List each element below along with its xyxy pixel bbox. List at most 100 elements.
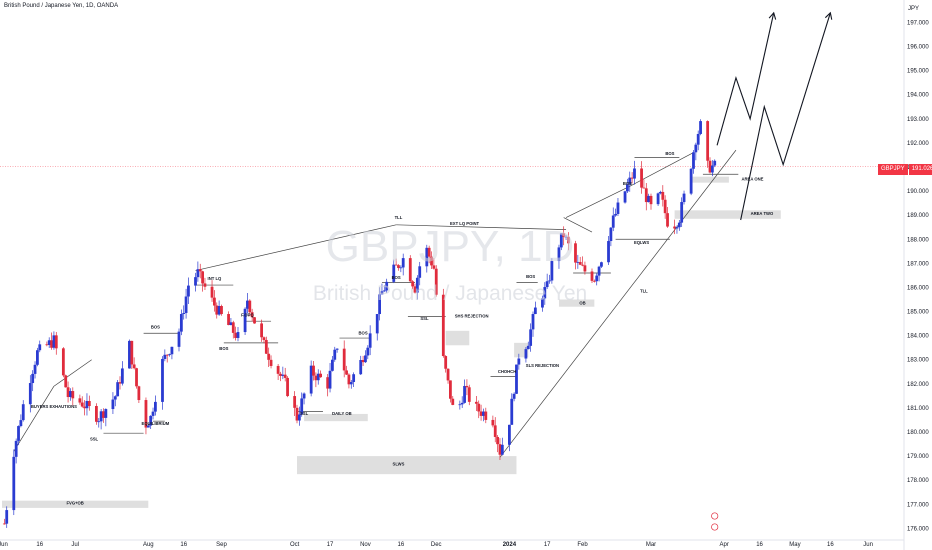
candle-body[interactable] (250, 312, 254, 318)
candle-body[interactable] (642, 187, 646, 189)
candle-body[interactable] (496, 436, 499, 445)
candle-body[interactable] (491, 419, 495, 426)
candle-body[interactable] (408, 258, 412, 282)
candle-body[interactable] (50, 340, 53, 348)
candle-body[interactable] (295, 407, 299, 421)
candle-body[interactable] (432, 265, 436, 269)
candles-layer[interactable] (2, 119, 717, 528)
candle-body[interactable] (397, 265, 400, 268)
candle-body[interactable] (217, 306, 221, 315)
candle-body[interactable] (149, 415, 153, 426)
candle-body[interactable] (465, 385, 469, 388)
candle-body[interactable] (293, 396, 297, 408)
event-marker-icon[interactable] (711, 523, 719, 531)
candle-body[interactable] (590, 271, 594, 281)
candle-body[interactable] (689, 168, 693, 194)
candle-body[interactable] (128, 340, 131, 369)
candle-body[interactable] (331, 359, 334, 371)
candle-body[interactable] (394, 264, 398, 266)
candle-body[interactable] (71, 391, 75, 399)
zone-box[interactable] (674, 210, 781, 219)
candle-body[interactable] (269, 359, 273, 366)
candle-body[interactable] (21, 404, 25, 421)
candle-body[interactable] (581, 264, 584, 266)
candle-body[interactable] (264, 339, 268, 354)
candle-body[interactable] (477, 403, 481, 412)
candle-body[interactable] (80, 402, 84, 407)
candle-body[interactable] (248, 300, 252, 313)
symbol-title[interactable]: British Pound / Japanese Yen, 1D, OANDA (4, 3, 119, 9)
candle-body[interactable] (137, 386, 141, 401)
candle-body[interactable] (170, 346, 174, 355)
candle-body[interactable] (673, 226, 676, 229)
candle-body[interactable] (85, 401, 89, 409)
candle-body[interactable] (644, 188, 648, 203)
candle-body[interactable] (19, 420, 23, 427)
candle-body[interactable] (531, 314, 535, 330)
zone-box[interactable] (691, 176, 729, 183)
candle-body[interactable] (260, 323, 263, 338)
candle-body[interactable] (54, 335, 58, 349)
candle-body[interactable] (543, 287, 547, 299)
candle-body[interactable] (526, 345, 530, 350)
candle-body[interactable] (399, 267, 403, 269)
candle-body[interactable] (493, 425, 497, 437)
drawing-line[interactable] (13, 386, 55, 452)
candle-body[interactable] (434, 268, 438, 295)
candle-body[interactable] (2, 523, 6, 525)
candle-body[interactable] (364, 355, 367, 363)
candle-body[interactable] (633, 168, 636, 179)
candle-body[interactable] (382, 290, 386, 292)
candle-body[interactable] (146, 425, 150, 428)
candle-body[interactable] (449, 380, 452, 399)
candle-body[interactable] (352, 374, 356, 383)
candle-body[interactable] (411, 281, 415, 287)
candle-body[interactable] (361, 360, 365, 363)
candle-body[interactable] (198, 269, 202, 272)
candle-body[interactable] (659, 191, 662, 194)
candle-body[interactable] (708, 160, 712, 173)
candle-body[interactable] (607, 241, 610, 263)
candle-body[interactable] (300, 398, 304, 415)
candle-body[interactable] (314, 375, 318, 381)
zone-box[interactable] (558, 299, 595, 307)
candle-body[interactable] (326, 377, 330, 389)
candle-body[interactable] (246, 300, 249, 309)
candle-body[interactable] (194, 277, 197, 286)
candle-body[interactable] (116, 382, 120, 397)
candle-body[interactable] (597, 266, 601, 276)
candle-body[interactable] (99, 411, 103, 422)
candle-body[interactable] (458, 404, 462, 406)
candle-body[interactable] (550, 261, 554, 281)
candle-body[interactable] (184, 296, 188, 313)
candle-body[interactable] (234, 332, 238, 338)
zone-box[interactable] (297, 456, 517, 475)
drawing-line[interactable] (563, 217, 593, 233)
candle-body[interactable] (666, 213, 669, 227)
candle-body[interactable] (33, 364, 37, 374)
candle-body[interactable] (227, 314, 230, 326)
candle-body[interactable] (595, 275, 599, 282)
candle-body[interactable] (680, 202, 684, 223)
candle-body[interactable] (5, 510, 9, 524)
candle-body[interactable] (335, 348, 339, 350)
candle-body[interactable] (203, 283, 207, 287)
price-axis-panel[interactable] (904, 0, 932, 550)
candle-body[interactable] (692, 152, 695, 169)
candle-body[interactable] (484, 411, 488, 420)
candle-body[interactable] (210, 286, 214, 298)
candle-body[interactable] (154, 401, 157, 412)
candle-body[interactable] (87, 401, 91, 407)
candle-body[interactable] (401, 258, 405, 268)
candle-body[interactable] (460, 402, 464, 405)
candle-body[interactable] (557, 247, 561, 262)
candle-body[interactable] (385, 281, 389, 291)
candle-body[interactable] (168, 354, 171, 356)
candle-body[interactable] (467, 387, 471, 402)
candle-body[interactable] (220, 306, 223, 315)
candle-body[interactable] (83, 406, 86, 409)
candle-body[interactable] (196, 269, 200, 278)
candle-body[interactable] (510, 398, 514, 425)
candle-body[interactable] (611, 215, 615, 228)
